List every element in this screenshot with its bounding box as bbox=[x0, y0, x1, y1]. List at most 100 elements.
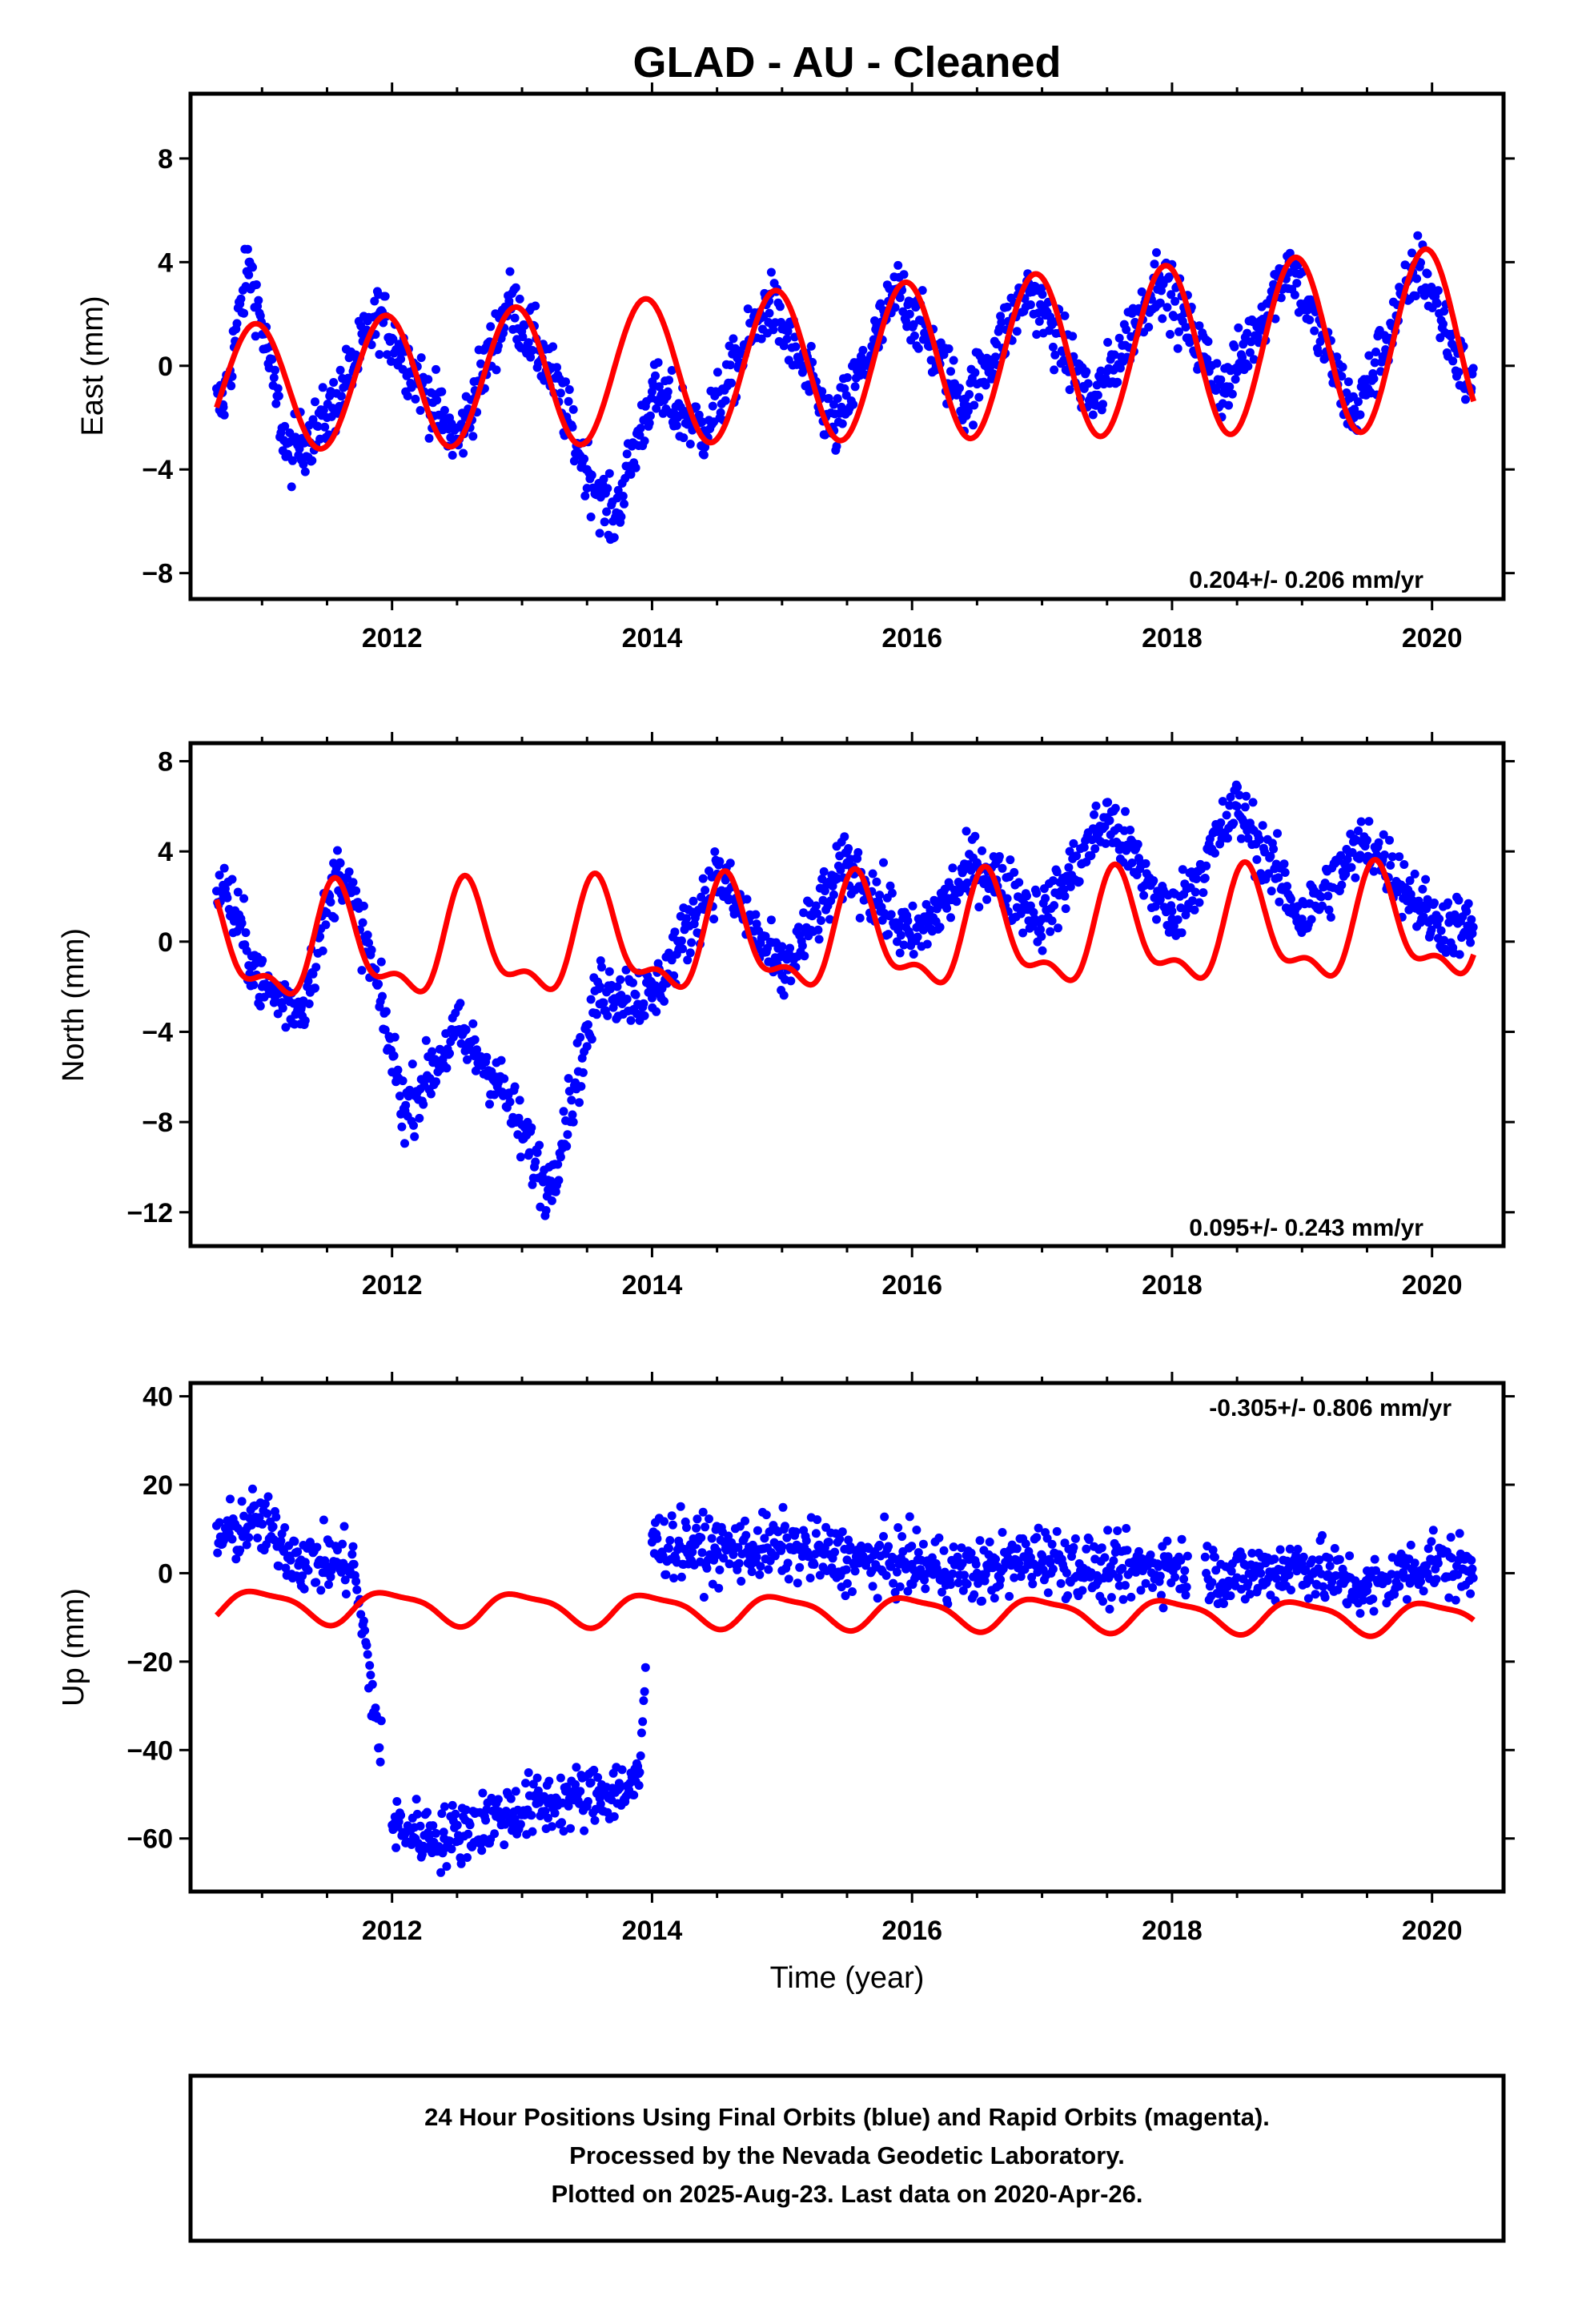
up-data-point bbox=[733, 1542, 743, 1552]
east-data-point bbox=[1412, 274, 1422, 283]
up-data-point bbox=[365, 1661, 375, 1671]
north-data-point bbox=[1324, 905, 1334, 915]
north-data-point bbox=[1326, 912, 1335, 922]
east-data-point bbox=[1166, 330, 1174, 339]
north-data-point bbox=[1211, 848, 1219, 858]
north-data-point bbox=[1235, 790, 1244, 800]
east-data-point bbox=[600, 517, 609, 527]
up-data-point bbox=[576, 1787, 585, 1796]
east-data-point bbox=[407, 383, 416, 392]
up-data-point bbox=[907, 1542, 917, 1551]
up-data-point bbox=[1012, 1544, 1022, 1554]
up-data-point bbox=[715, 1565, 725, 1574]
east-data-point bbox=[620, 499, 628, 509]
north-data-point bbox=[1066, 882, 1075, 891]
up-data-point bbox=[1307, 1555, 1317, 1565]
east-x-tick-label: 2014 bbox=[622, 623, 683, 653]
north-data-point bbox=[380, 1025, 390, 1035]
north-data-point bbox=[1379, 830, 1388, 839]
up-data-point bbox=[412, 1795, 421, 1804]
up-data-point bbox=[348, 1542, 358, 1551]
north-data-point bbox=[409, 1120, 418, 1130]
north-data-point bbox=[1430, 899, 1439, 907]
up-plot-area bbox=[188, 1381, 1506, 1894]
north-data-point bbox=[982, 895, 992, 904]
up-x-tick-label: 2014 bbox=[622, 1916, 683, 1946]
east-data-point bbox=[1155, 298, 1165, 308]
north-data-point bbox=[1364, 817, 1374, 826]
up-data-point bbox=[1211, 1553, 1219, 1562]
up-data-point bbox=[1402, 1594, 1411, 1604]
north-data-point bbox=[1395, 852, 1404, 862]
up-data-point bbox=[1427, 1555, 1437, 1565]
north-x-tick-label: 2018 bbox=[1142, 1270, 1203, 1301]
north-data-point bbox=[1065, 846, 1074, 856]
up-data-point bbox=[1134, 1546, 1143, 1556]
up-data-point bbox=[895, 1582, 905, 1591]
north-data-point bbox=[840, 832, 849, 842]
east-data-point bbox=[833, 394, 842, 404]
east-data-point bbox=[336, 392, 346, 401]
up-data-point bbox=[1293, 1545, 1303, 1554]
east-data-point bbox=[840, 384, 849, 393]
up-data-point bbox=[692, 1523, 701, 1533]
up-data-point bbox=[889, 1578, 898, 1588]
east-data-point bbox=[1090, 400, 1099, 409]
up-data-point bbox=[1146, 1550, 1155, 1560]
up-data-point bbox=[897, 1532, 907, 1542]
north-data-point bbox=[879, 858, 888, 867]
north-data-point bbox=[785, 943, 795, 953]
east-data-point bbox=[1162, 303, 1172, 312]
up-data-point bbox=[791, 1527, 801, 1537]
east-data-point bbox=[476, 359, 485, 368]
east-data-point bbox=[1115, 364, 1125, 373]
north-data-point bbox=[1450, 910, 1460, 919]
up-data-point bbox=[1345, 1551, 1355, 1561]
up-data-point bbox=[938, 1587, 946, 1597]
east-data-point bbox=[287, 482, 296, 492]
east-data-point bbox=[219, 410, 229, 420]
east-data-point bbox=[548, 342, 558, 352]
up-data-point bbox=[359, 1616, 368, 1626]
up-data-point bbox=[375, 1743, 384, 1752]
east-data-point bbox=[254, 296, 263, 305]
north-data-point bbox=[1267, 887, 1276, 896]
up-data-point bbox=[1052, 1526, 1062, 1536]
north-data-point bbox=[628, 978, 637, 987]
east-data-point bbox=[1364, 351, 1374, 360]
up-data-point bbox=[1177, 1534, 1186, 1544]
east-data-point bbox=[599, 474, 608, 484]
up-data-point bbox=[647, 1538, 656, 1547]
north-data-point bbox=[465, 1045, 475, 1055]
north-data-point bbox=[1038, 946, 1047, 955]
east-data-point bbox=[981, 380, 990, 390]
up-data-point bbox=[747, 1567, 757, 1577]
north-data-point bbox=[814, 935, 824, 944]
east-data-point bbox=[1448, 356, 1458, 366]
up-data-point bbox=[1005, 1591, 1014, 1601]
up-data-point bbox=[676, 1502, 685, 1511]
north-data-point bbox=[426, 1089, 436, 1099]
east-data-point bbox=[1164, 272, 1174, 282]
north-data-point bbox=[799, 908, 809, 918]
east-data-point bbox=[1238, 352, 1247, 362]
east-data-point bbox=[729, 334, 738, 344]
north-data-point bbox=[1355, 850, 1365, 860]
north-data-point bbox=[1379, 850, 1389, 859]
up-data-point bbox=[764, 1565, 773, 1574]
up-data-point bbox=[596, 1799, 605, 1809]
north-data-point bbox=[811, 901, 821, 911]
up-data-point bbox=[544, 1799, 553, 1808]
north-data-point bbox=[1280, 868, 1290, 877]
up-data-point bbox=[912, 1526, 921, 1534]
up-data-point bbox=[1311, 1590, 1320, 1599]
up-data-point bbox=[1069, 1542, 1078, 1552]
up-data-point bbox=[547, 1822, 556, 1831]
east-data-point bbox=[837, 402, 846, 412]
east-data-point bbox=[528, 346, 537, 355]
east-data-point bbox=[1243, 361, 1253, 371]
up-model-curve bbox=[215, 1588, 1476, 1639]
up-data-point bbox=[1113, 1526, 1122, 1535]
east-data-point bbox=[725, 360, 735, 370]
